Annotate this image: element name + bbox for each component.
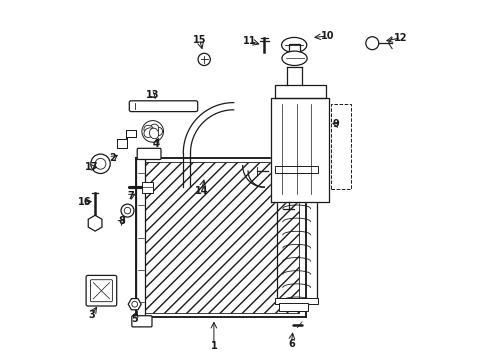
FancyBboxPatch shape [132,316,152,327]
Bar [142,182,152,193]
FancyBboxPatch shape [129,101,197,112]
Text: 14: 14 [194,186,207,196]
Text: 5: 5 [131,314,138,324]
Polygon shape [275,85,325,98]
Bar [278,303,308,311]
Ellipse shape [151,127,163,136]
Text: 2: 2 [109,153,116,163]
Text: 1: 1 [210,341,217,351]
Text: 11: 11 [243,36,256,46]
Bar [275,298,318,304]
Polygon shape [117,130,136,148]
Text: 4: 4 [153,139,160,149]
Text: 7: 7 [127,191,134,201]
Text: 10: 10 [320,31,333,41]
Text: 3: 3 [88,310,95,320]
Text: 8: 8 [119,216,125,226]
Ellipse shape [149,128,159,139]
Bar [288,44,299,54]
Text: 16: 16 [78,197,91,207]
Ellipse shape [281,37,306,53]
Ellipse shape [282,51,306,66]
Bar [136,158,145,317]
Ellipse shape [149,124,159,135]
Text: 9: 9 [332,119,339,129]
Text: 15: 15 [192,35,206,45]
Bar [275,166,318,173]
FancyBboxPatch shape [90,280,112,302]
Polygon shape [271,98,328,202]
Bar [330,104,350,189]
Text: 6: 6 [287,339,294,349]
Text: 12: 12 [393,33,407,43]
FancyBboxPatch shape [86,275,117,306]
Ellipse shape [143,125,154,135]
Text: 17: 17 [84,162,98,172]
FancyBboxPatch shape [137,148,161,159]
Bar [143,162,298,313]
Ellipse shape [143,128,154,138]
Text: 13: 13 [145,90,159,100]
